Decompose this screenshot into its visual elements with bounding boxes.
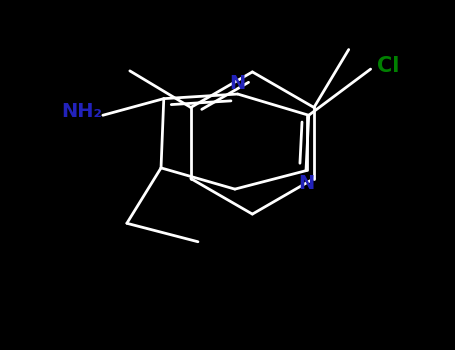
Text: Cl: Cl — [377, 56, 399, 76]
Text: N: N — [298, 174, 314, 193]
Text: NH₂: NH₂ — [61, 102, 102, 121]
Text: N: N — [229, 74, 246, 93]
